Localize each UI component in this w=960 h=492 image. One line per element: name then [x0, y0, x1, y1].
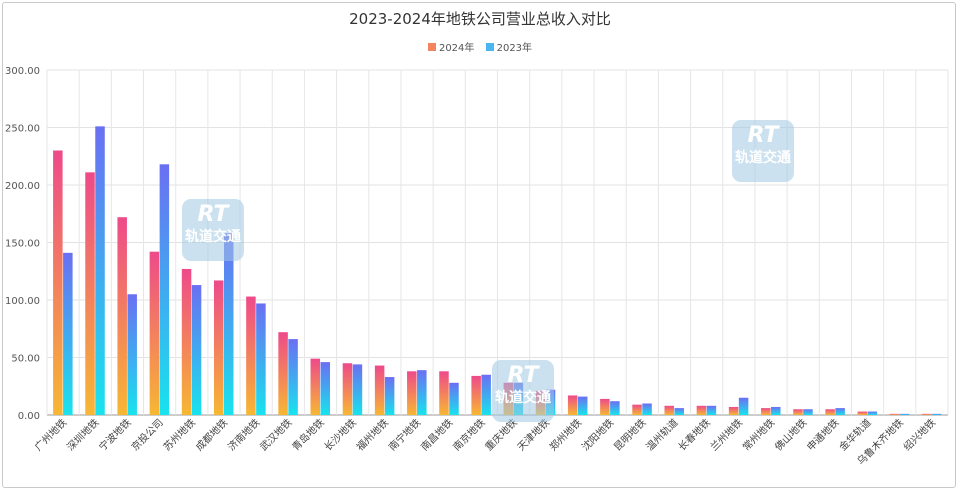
- bar-2024-广州地铁[interactable]: [53, 150, 63, 416]
- legend-item-2023[interactable]: 2023年: [485, 39, 533, 54]
- bar-2023-长春地铁[interactable]: [706, 405, 717, 415]
- bar-2023-宁波地铁[interactable]: [127, 294, 137, 415]
- watermark-logo-1: RT 轨道交通: [182, 199, 244, 261]
- bar-2023-南京地铁[interactable]: [481, 374, 491, 415]
- bar-2024-绍兴地铁[interactable]: [921, 413, 932, 415]
- bar-2023-京投公司[interactable]: [159, 164, 170, 415]
- y-tick-label: 150.00: [5, 239, 40, 250]
- bar-2023-苏州地铁[interactable]: [191, 285, 202, 415]
- bar-2023-昆明地铁[interactable]: [642, 403, 652, 416]
- bar-2024-申通地铁[interactable]: [825, 409, 835, 415]
- x-tick-label: 京投公司: [128, 416, 165, 453]
- bar-2023-郑州地铁[interactable]: [577, 396, 588, 415]
- x-tick-label: 苏州地铁: [160, 416, 197, 453]
- bar-2024-南京地铁[interactable]: [471, 375, 481, 415]
- watermark-logo-3: RT 轨道交通: [492, 360, 554, 422]
- bar-2023-乌鲁木齐地铁[interactable]: [899, 413, 910, 415]
- x-tick-label: 沈阳地铁: [579, 416, 616, 453]
- bar-2024-深圳地铁[interactable]: [85, 172, 95, 415]
- x-tick-label: 南宁地铁: [386, 416, 423, 453]
- bar-2024-苏州地铁[interactable]: [181, 268, 192, 415]
- x-tick-label: 申通地铁: [804, 416, 841, 453]
- x-tick-label: 济南地铁: [225, 416, 262, 453]
- bar-2024-昆明地铁[interactable]: [632, 404, 642, 415]
- y-tick-label: 200.00: [5, 181, 40, 192]
- x-tick-label: 成都地铁: [193, 416, 230, 453]
- bar-2024-长春地铁[interactable]: [696, 405, 707, 415]
- bar-2023-济南地铁[interactable]: [256, 303, 266, 415]
- x-tick-label: 绍兴地铁: [901, 416, 938, 453]
- bar-2023-申通地铁[interactable]: [835, 408, 845, 415]
- bar-2023-成都地铁[interactable]: [223, 233, 234, 415]
- bar-2023-兰州地铁[interactable]: [738, 397, 749, 415]
- bar-2023-青岛地铁[interactable]: [320, 362, 331, 415]
- legend-swatch-2024: [427, 42, 436, 51]
- watermark-logo-2: RT 轨道交通: [732, 120, 794, 182]
- x-tick-label: 南京地铁: [450, 416, 487, 453]
- bar-2023-广州地铁[interactable]: [63, 252, 73, 415]
- x-tick-label: 兰州地铁: [707, 416, 744, 453]
- bar-2023-佛山地铁[interactable]: [803, 409, 813, 415]
- bar-2024-南宁地铁[interactable]: [407, 371, 417, 415]
- bar-2023-温州轨道[interactable]: [674, 408, 684, 415]
- bar-2024-福州地铁[interactable]: [374, 365, 385, 415]
- x-tick-label: 佛山地铁: [772, 416, 809, 453]
- bar-2024-沈阳地铁[interactable]: [600, 398, 610, 415]
- bar-2024-长沙地铁[interactable]: [342, 363, 353, 415]
- legend-label-2023: 2023年: [496, 43, 533, 54]
- x-tick-label: 温州轨道: [643, 416, 680, 453]
- x-tick-label: 南昌地铁: [418, 416, 455, 453]
- x-tick-label: 昆明地铁: [611, 416, 648, 453]
- bar-2024-温州轨道[interactable]: [664, 405, 674, 415]
- bar-2024-常州地铁[interactable]: [761, 408, 771, 415]
- bar-2023-福州地铁[interactable]: [384, 377, 395, 415]
- bar-2024-南昌地铁[interactable]: [439, 371, 449, 415]
- x-tick-label: 长春地铁: [675, 416, 712, 453]
- bar-2023-沈阳地铁[interactable]: [610, 401, 620, 415]
- bar-2024-武汉地铁[interactable]: [278, 332, 288, 415]
- bar-2024-乌鲁木齐地铁[interactable]: [889, 413, 900, 415]
- x-tick-label: 宁波地铁: [96, 416, 133, 453]
- x-tick-label: 长沙地铁: [321, 416, 358, 453]
- bar-2023-武汉地铁[interactable]: [288, 339, 298, 415]
- bar-2023-金华轨道[interactable]: [867, 411, 878, 415]
- y-tick-label: 250.00: [5, 124, 40, 135]
- y-tick-label: 300.00: [5, 66, 40, 77]
- x-tick-label: 武汉地铁: [257, 416, 294, 453]
- x-tick-label: 常州地铁: [740, 416, 777, 453]
- bar-2024-青岛地铁[interactable]: [310, 358, 321, 415]
- bar-2024-佛山地铁[interactable]: [793, 409, 803, 415]
- bar-2024-成都地铁[interactable]: [213, 280, 224, 415]
- legend: 2024年 2023年: [0, 39, 960, 54]
- bar-2024-金华轨道[interactable]: [857, 411, 868, 415]
- x-tick-label: 郑州地铁: [547, 416, 584, 453]
- bar-2024-济南地铁[interactable]: [246, 296, 256, 415]
- bar-2023-常州地铁[interactable]: [771, 406, 781, 415]
- y-tick-label: 100.00: [5, 296, 40, 307]
- x-tick-label: 福州地铁: [354, 416, 391, 453]
- bar-2023-长沙地铁[interactable]: [352, 364, 363, 415]
- x-tick-label: 青岛地铁: [289, 416, 326, 453]
- x-tick-label: 深圳地铁: [64, 416, 101, 453]
- legend-swatch-2023: [485, 42, 494, 51]
- bar-2023-深圳地铁[interactable]: [95, 126, 105, 415]
- bar-2023-南宁地铁[interactable]: [417, 370, 427, 415]
- y-tick-label: 0.00: [18, 411, 40, 422]
- bar-2024-京投公司[interactable]: [149, 251, 160, 415]
- bar-2023-绍兴地铁[interactable]: [931, 413, 942, 415]
- bar-2024-兰州地铁[interactable]: [728, 406, 739, 415]
- chart-title: 2023-2024年地铁公司营业总收入对比: [349, 10, 611, 28]
- legend-item-2024[interactable]: 2024年: [427, 39, 475, 54]
- bar-2024-郑州地铁[interactable]: [567, 395, 578, 415]
- bar-2024-宁波地铁[interactable]: [117, 217, 127, 415]
- y-tick-label: 50.00: [11, 354, 40, 365]
- legend-label-2024: 2024年: [438, 43, 475, 54]
- bar-2023-南昌地铁[interactable]: [449, 382, 459, 415]
